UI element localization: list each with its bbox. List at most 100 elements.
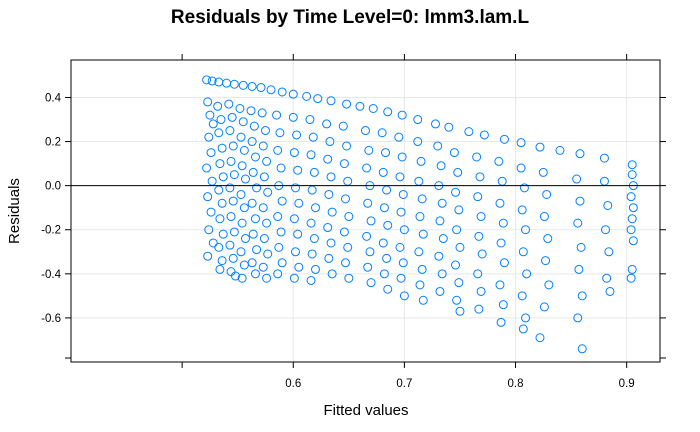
data-point [379,269,389,279]
data-point [340,258,350,268]
data-point [326,238,336,248]
data-point [289,214,299,224]
data-point [399,225,409,235]
data-point [383,107,393,117]
data-point [368,103,378,113]
data-point [229,170,239,180]
data-point [476,286,486,296]
data-point [602,273,612,283]
data-point [362,231,372,241]
data-point [454,205,464,215]
data-point [574,264,584,274]
data-point [258,141,268,151]
data-point [277,258,287,268]
data-point [464,127,474,137]
data-point [499,134,509,144]
data-point [322,119,332,129]
data-point [305,115,315,125]
data-point [249,121,259,131]
data-point [573,313,583,323]
data-point [235,103,245,113]
data-point [496,317,506,327]
data-point [431,119,441,129]
data-point [213,101,223,111]
x-axis-ticks: 0.6 0.7 0.8 0.9 [181,54,635,390]
data-point [535,142,545,152]
data-point [240,234,250,244]
data-point [306,218,316,228]
data-point [240,174,250,184]
data-point [415,212,425,222]
data-point [435,286,445,296]
data-point [573,218,583,228]
data-point [228,253,238,263]
data-point [288,89,298,99]
data-point [257,108,267,118]
data-point [226,156,236,166]
y-tick-label: 0.0 [45,181,61,193]
data-point [247,137,257,147]
data-point [495,198,505,208]
data-point [259,234,269,244]
data-point [451,260,461,270]
data-point [302,91,312,101]
data-point [207,176,217,186]
data-point [396,273,406,283]
data-point [324,253,334,263]
data-point [206,207,216,217]
data-point [239,145,249,155]
data-point [474,231,484,241]
data-point [396,207,406,217]
data-point [628,236,638,246]
data-point [455,242,465,252]
data-point [208,119,218,129]
data-point [259,172,269,182]
data-point [248,167,258,177]
data-point [521,313,531,323]
data-point [307,249,317,259]
data-point [262,156,272,166]
data-point [626,273,636,283]
data-point [601,225,611,235]
y-tick-label: 0.2 [45,137,61,149]
data-point [293,165,303,175]
data-point [205,110,215,120]
data-point [326,96,336,106]
data-point [204,225,214,235]
data-point [394,132,404,142]
data-point [366,216,376,226]
data-point [603,200,613,210]
data-point [476,212,486,222]
data-point [544,280,554,290]
data-point [539,212,549,222]
data-point [452,295,462,305]
data-point [453,167,463,177]
data-point [277,196,287,206]
data-point [521,225,531,235]
data-point [266,85,276,95]
data-point [452,225,462,235]
data-point [627,170,637,180]
data-point [355,101,365,111]
data-point [206,148,216,158]
data-point [474,304,484,314]
data-point [395,242,405,252]
data-point [239,203,249,213]
data-point [307,185,317,195]
data-point [627,160,637,170]
data-point [202,75,212,85]
data-point [306,150,316,160]
data-point [218,229,228,239]
data-point [294,262,304,272]
x-axis-label: Fitted values [323,402,408,419]
data-point [324,189,334,199]
data-point [275,128,285,138]
data-point [236,132,246,142]
data-point [340,194,350,204]
data-point [477,249,487,259]
data-point [496,238,506,248]
data-point [577,291,587,301]
data-point [517,205,527,215]
data-point [236,189,246,199]
